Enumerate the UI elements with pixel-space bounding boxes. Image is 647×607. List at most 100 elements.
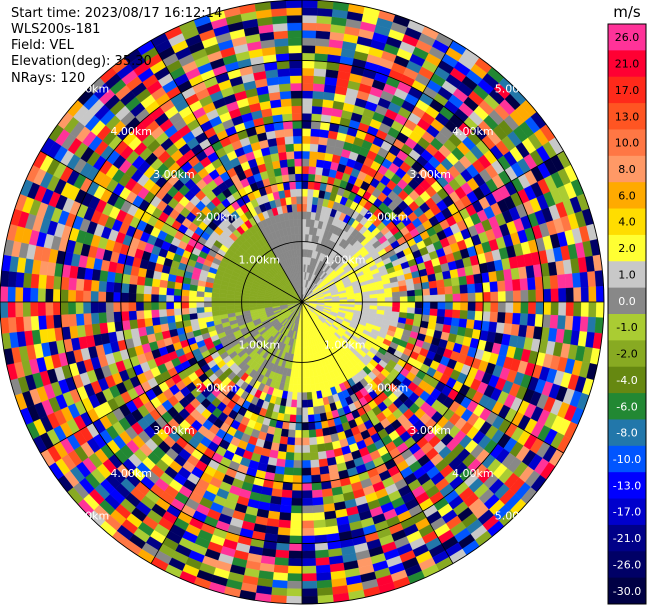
velocity-gate	[528, 289, 537, 303]
velocity-gate	[474, 282, 484, 294]
velocity-gate	[295, 188, 303, 197]
velocity-gate	[105, 301, 114, 313]
velocity-gate	[295, 414, 303, 423]
velocity-gate	[289, 75, 303, 84]
velocity-gate	[188, 301, 197, 309]
colorbar: m/s26.021.017.013.010.08.06.04.02.01.00.…	[607, 3, 647, 605]
velocity-gate	[527, 313, 536, 327]
velocity-gate	[443, 316, 453, 326]
velocity-gate	[318, 136, 329, 146]
velocity-gate	[430, 294, 439, 303]
velocity-gate	[211, 301, 220, 307]
velocity-gate	[289, 60, 303, 69]
velocity-gate	[452, 301, 461, 311]
velocity-gate	[301, 211, 307, 220]
velocity-gate	[301, 218, 307, 227]
velocity-gate	[489, 311, 499, 323]
velocity-gate	[301, 460, 311, 469]
velocity-gate	[520, 289, 529, 303]
velocity-gate	[315, 557, 330, 567]
colorbar-tick-label: -1.0	[616, 321, 637, 334]
velocity-gate	[312, 406, 320, 415]
velocity-gate	[271, 587, 288, 597]
velocity-gate	[105, 311, 115, 323]
velocity-gate	[361, 294, 371, 299]
velocity-gate	[297, 369, 303, 378]
velocity-gate	[436, 279, 445, 288]
velocity-gate	[52, 288, 61, 303]
velocity-gate	[276, 60, 290, 70]
velocity-gate	[305, 376, 311, 386]
velocity-gate	[384, 292, 393, 298]
velocity-gate	[527, 277, 536, 291]
velocity-gate	[427, 273, 437, 283]
velocity-gate	[458, 318, 468, 329]
velocity-gate	[301, 520, 315, 529]
velocity-gate	[301, 226, 307, 235]
velocity-gate	[421, 288, 431, 296]
velocity-gate	[587, 271, 597, 288]
velocity-gate	[196, 296, 205, 303]
velocity-gate	[307, 181, 315, 190]
velocity-gate	[279, 436, 288, 445]
velocity-gate	[301, 490, 313, 499]
velocity-gate	[166, 287, 175, 296]
velocity-gate	[314, 60, 328, 70]
velocity-gate	[391, 306, 401, 313]
velocity-gate	[174, 314, 183, 323]
velocity-gate	[362, 301, 371, 306]
velocity-gate	[299, 248, 303, 257]
velocity-gate	[289, 528, 303, 537]
velocity-gate	[384, 297, 393, 303]
velocity-gate	[274, 37, 289, 47]
velocity-gate	[398, 285, 408, 292]
velocity-gate	[204, 311, 213, 318]
velocity-gate	[301, 60, 315, 69]
velocity-gate	[301, 445, 311, 454]
range-ring-label: 5.00km	[495, 510, 537, 523]
velocity-gate	[301, 113, 313, 122]
range-ring-label: 3.00km	[409, 168, 451, 181]
velocity-gate	[315, 428, 324, 438]
velocity-gate	[573, 301, 582, 317]
velocity-gate	[318, 458, 329, 468]
velocity-gate	[301, 165, 310, 174]
velocity-gate	[316, 15, 333, 25]
velocity-gate	[295, 173, 303, 182]
velocity-gate	[316, 436, 325, 445]
velocity-gate	[413, 282, 423, 291]
velocity-gate	[290, 399, 298, 408]
velocity-gate	[290, 90, 303, 99]
velocity-gate	[308, 166, 317, 175]
velocity-gate	[512, 278, 521, 292]
velocity-gate	[497, 291, 507, 303]
velocity-gate	[317, 144, 327, 154]
velocity-gate	[406, 307, 416, 315]
velocity-gate	[444, 286, 453, 295]
velocity-gate	[286, 151, 295, 160]
velocity-gate	[519, 278, 529, 291]
velocity-gate	[301, 97, 313, 107]
velocity-gate	[68, 277, 77, 291]
velocity-gate	[467, 301, 476, 312]
velocity-gate	[414, 295, 423, 303]
velocity-gate	[550, 301, 559, 316]
velocity-gate	[306, 391, 313, 401]
velocity-gate	[458, 275, 468, 286]
velocity-gate	[321, 488, 333, 498]
velocity-gate	[301, 196, 308, 205]
colorbar-tick-label: -4.0	[616, 374, 637, 387]
velocity-gate	[160, 323, 170, 333]
velocity-gate	[311, 105, 323, 115]
velocity-gate	[295, 407, 303, 416]
velocity-gate	[437, 294, 446, 303]
velocity-gate	[22, 287, 31, 303]
velocity-gate	[291, 482, 303, 491]
velocity-gate	[278, 519, 291, 529]
velocity-gate	[313, 519, 326, 529]
velocity-gate	[296, 399, 303, 408]
velocity-gate	[301, 75, 315, 84]
velocity-gate	[301, 565, 317, 574]
velocity-gate	[143, 309, 152, 319]
velocity-gate	[572, 272, 582, 288]
